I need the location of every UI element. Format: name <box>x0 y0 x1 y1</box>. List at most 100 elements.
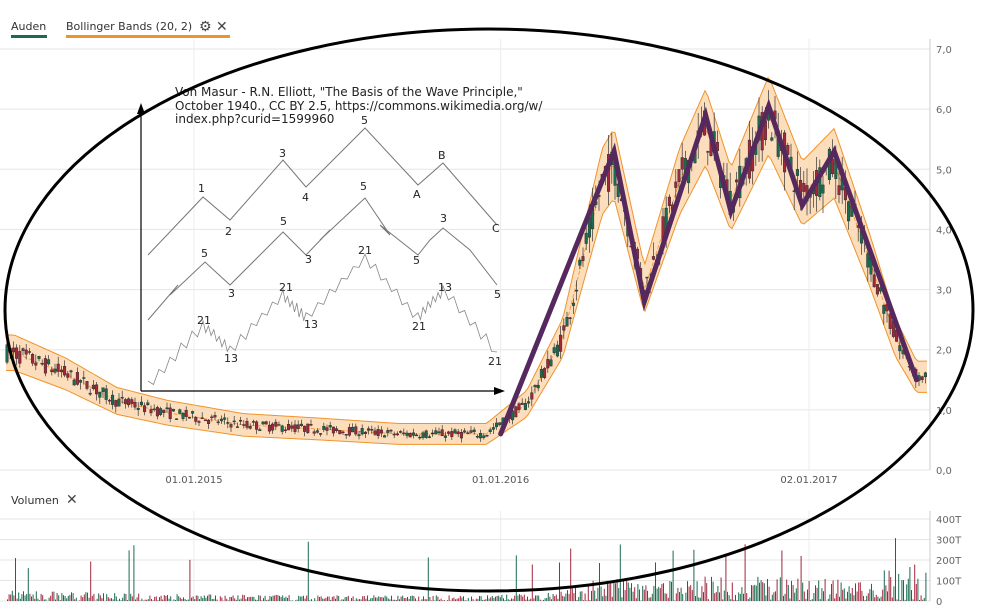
volume-bar <box>117 600 119 601</box>
volume-bar <box>575 585 576 601</box>
price-axis: 0,0 1,0 2,0 3,0 4,0 5,0 6,0 7,0 <box>929 39 952 477</box>
volume-bar <box>48 597 50 601</box>
candle-body <box>63 366 67 376</box>
volume-bar <box>338 595 340 601</box>
volume-bar <box>743 593 744 601</box>
volume-bar <box>803 591 805 601</box>
close-icon[interactable]: ✕ <box>216 19 228 35</box>
volume-bar <box>533 598 535 601</box>
volume-bar <box>679 592 680 601</box>
candle-body <box>299 423 303 427</box>
volume-bar <box>624 590 626 601</box>
volume-bar <box>911 590 912 601</box>
volume-bar <box>127 600 128 601</box>
volume-bar <box>893 586 895 601</box>
volume-bar <box>210 594 212 601</box>
gear-icon[interactable]: ⚙ <box>199 19 212 35</box>
close-icon[interactable]: ✕ <box>66 492 78 508</box>
volume-bar <box>199 599 200 601</box>
volume-bar <box>411 595 413 601</box>
volume-bar <box>834 598 836 601</box>
candle-body <box>27 351 31 353</box>
volume-bar <box>658 586 660 601</box>
volume-bar <box>186 600 188 601</box>
candle-body <box>475 436 479 438</box>
volume-bar <box>383 597 384 601</box>
volume-bar <box>183 597 184 601</box>
candle-body <box>168 407 172 419</box>
volume-bar <box>279 595 280 601</box>
volume-bar <box>237 595 239 601</box>
candle-body <box>443 435 447 438</box>
candle-body <box>143 405 147 413</box>
candle-body <box>520 402 524 405</box>
volume-bar <box>162 599 164 601</box>
volume-bar <box>579 591 581 601</box>
volume-bar <box>61 593 63 601</box>
volume-bar <box>552 593 554 601</box>
volume-bar <box>715 592 717 601</box>
volume-bar <box>776 579 778 601</box>
volume-bar <box>106 594 108 601</box>
volume-bar <box>424 599 426 601</box>
volume-bar <box>845 598 847 601</box>
candle-body <box>533 385 537 388</box>
candle-body <box>171 408 175 412</box>
candle-body <box>72 379 76 386</box>
candle-body <box>21 348 25 351</box>
volume-bar <box>250 596 252 601</box>
candle-body <box>392 433 396 436</box>
candle-body <box>187 417 191 419</box>
volume-bar <box>259 595 261 601</box>
volume-bar <box>317 595 319 601</box>
volume-bar <box>560 591 562 601</box>
volume-bar <box>111 598 112 601</box>
volume-bar <box>314 598 316 601</box>
candle-body <box>875 284 879 295</box>
volume-bar <box>863 595 864 601</box>
price-tick-label: 7,0 <box>936 45 952 56</box>
price-tick-label: 6,0 <box>936 105 952 116</box>
volume-bar <box>122 597 124 601</box>
volume-bar <box>256 599 258 601</box>
volume-bar <box>605 595 607 601</box>
candle-body <box>242 424 246 426</box>
volume-bar <box>211 598 213 601</box>
volume-bar <box>512 598 514 601</box>
candle-body <box>194 416 198 422</box>
volume-bar <box>762 582 764 601</box>
candle-body <box>645 276 649 279</box>
volume-bar <box>56 592 58 601</box>
candle-body <box>427 436 431 438</box>
volume-bar <box>269 595 271 601</box>
volume-bar <box>213 598 215 601</box>
volume-bar <box>136 597 138 601</box>
volume-bar <box>466 600 468 601</box>
volume-bar <box>752 585 754 601</box>
candle-body <box>786 145 790 155</box>
volume-bar <box>490 597 492 601</box>
volume-bar <box>648 597 650 601</box>
candle-body <box>536 384 540 389</box>
volume-label: Volumen <box>11 494 59 507</box>
candle-body <box>450 431 454 437</box>
candle-body <box>376 429 380 437</box>
volume-bar <box>691 590 693 601</box>
candle-body <box>101 387 105 392</box>
elliott-diagram: 1 2 3 4 5 A B C 5 3 5 3 5 5 3 5 21 13 21… <box>137 85 543 395</box>
volume-bar <box>738 592 740 601</box>
volume-bar <box>597 587 599 601</box>
series-tab[interactable]: Auden <box>11 20 47 33</box>
indicator-tab[interactable]: Bollinger Bands (20, 2) <box>66 20 193 33</box>
volume-bar <box>775 591 776 601</box>
volume-bar <box>109 598 111 601</box>
volume-bar <box>184 598 186 601</box>
volume-bar <box>491 596 493 601</box>
volume-bar <box>786 579 788 601</box>
volume-bar <box>477 598 479 601</box>
candle-body <box>488 429 492 432</box>
volume-bar <box>704 576 706 601</box>
volume-bar <box>24 595 26 601</box>
candle-body <box>584 232 588 244</box>
volume-bar <box>923 597 925 601</box>
